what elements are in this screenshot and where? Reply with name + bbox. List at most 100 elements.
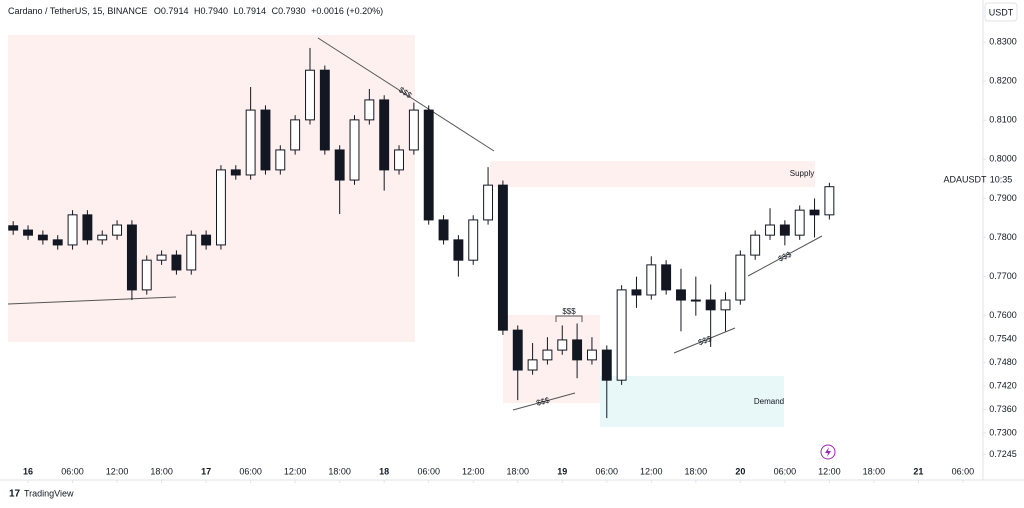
candle-body: [112, 224, 123, 236]
symbol-label: ADAUSDT: [943, 174, 987, 184]
candle-body: [408, 109, 419, 151]
candle-body: [319, 69, 330, 151]
ohlc-close: C0.7930: [272, 6, 306, 16]
x-tick-label: 20: [735, 466, 745, 476]
y-tick-label: 0.7300: [989, 427, 1017, 437]
candle-body: [586, 349, 597, 361]
x-tick-label: 12:00: [284, 466, 307, 476]
candle-body: [141, 259, 152, 291]
x-tick-label: 06:00: [239, 466, 262, 476]
candle-body: [186, 234, 197, 271]
candle-body: [720, 299, 731, 311]
candle-body: [67, 214, 78, 246]
y-tick-label: 0.8100: [989, 115, 1017, 125]
supply-zone: [490, 161, 815, 187]
candle-body: [82, 214, 93, 241]
y-tick-label: 0.7245: [989, 449, 1017, 459]
x-tick-label: 12:00: [818, 466, 841, 476]
footer: TradingView: [24, 488, 74, 498]
trendline: [7, 296, 177, 305]
x-tick-label: 06:00: [774, 466, 797, 476]
candle-body: [23, 229, 33, 236]
candle-body: [126, 224, 137, 291]
countdown: 10:35: [990, 174, 1013, 184]
currency[interactable]: USDT: [989, 7, 1014, 17]
candle-body: [8, 225, 19, 231]
candle-body: [171, 254, 182, 271]
candle-body: [468, 219, 479, 261]
x-tick-label: 18:00: [150, 466, 173, 476]
y-tick-label: 0.7800: [989, 232, 1017, 242]
candle-body: [37, 234, 48, 241]
candle-body: [305, 69, 315, 121]
annotation: $$$: [535, 395, 551, 407]
ohlc-high: H0.7940: [194, 6, 228, 16]
candle-body: [616, 289, 627, 381]
x-tick-label: 17: [201, 466, 211, 476]
ohlc-low: L0.7914: [234, 6, 267, 16]
candle-body: [483, 184, 494, 221]
x-tick-label: 18:00: [328, 466, 351, 476]
y-tick-label: 0.8300: [989, 36, 1017, 46]
x-tick-label: 18:00: [863, 466, 886, 476]
candle-body: [438, 219, 449, 241]
currency-button[interactable]: [984, 2, 1018, 22]
candle-body: [779, 224, 790, 236]
candle-body: [631, 289, 642, 296]
candle-body: [52, 239, 63, 246]
candle-body: [765, 224, 775, 236]
plot: [8, 47, 835, 419]
y-tick-label: 0.8200: [989, 76, 1017, 86]
x-tick-label: 06:00: [952, 466, 975, 476]
candle-body: [646, 264, 657, 296]
candle-body: [512, 329, 523, 371]
x-tick-label: 12:00: [106, 466, 129, 476]
x-tick-label: 19: [557, 466, 567, 476]
candle-body: [349, 119, 360, 181]
y-tick-label: 0.7420: [989, 380, 1017, 390]
candle-body: [601, 349, 612, 381]
y-tick-label: 0.8000: [989, 154, 1017, 164]
candle-body: [735, 254, 746, 301]
candle-body: [230, 169, 241, 176]
candle-body: [290, 119, 301, 151]
candle-body: [379, 99, 390, 171]
ohlc-open: O0.7914: [154, 6, 189, 16]
trendline: [747, 235, 823, 277]
x-tick-label: 12:00: [640, 466, 663, 476]
x-tick-label: 06:00: [596, 466, 619, 476]
x-tick-label: 06:00: [417, 466, 440, 476]
y-tick-label: 0.7600: [989, 310, 1017, 320]
zone: [8, 35, 415, 342]
candle-body: [661, 264, 672, 291]
x-tick-label: 12:00: [462, 466, 485, 476]
candle-body: [572, 339, 583, 361]
annotation: $$$: [562, 307, 576, 316]
demand-label: Demand: [754, 397, 784, 406]
candle-body: [690, 299, 701, 302]
annotation: $$$: [697, 334, 713, 347]
y-tick-label: 0.7480: [989, 357, 1017, 367]
event-icon[interactable]: [820, 444, 836, 460]
candle-body: [423, 109, 434, 221]
candle-body: [676, 289, 686, 301]
x-tick-label: 21: [913, 466, 923, 476]
candle-body: [557, 339, 568, 351]
candle-body: [260, 109, 271, 171]
candle-body: [809, 209, 820, 216]
x-tick-label: 16: [23, 466, 33, 476]
candle-body: [542, 349, 553, 361]
candle-body: [201, 234, 212, 246]
x-tick-label: 18:00: [506, 466, 529, 476]
y-tick-label: 0.7360: [989, 404, 1017, 414]
y-tick-label: 0.7540: [989, 334, 1017, 344]
candle-body: [156, 254, 167, 261]
candle-body: [794, 209, 805, 236]
candle-body: [275, 149, 286, 171]
legend: Cardano / TetherUS, 15, BINANCE O0.7914 …: [8, 6, 383, 16]
x-tick-label: 18: [379, 466, 389, 476]
candle-body: [705, 299, 716, 311]
candle-body: [527, 359, 538, 371]
trendline: [512, 392, 576, 411]
